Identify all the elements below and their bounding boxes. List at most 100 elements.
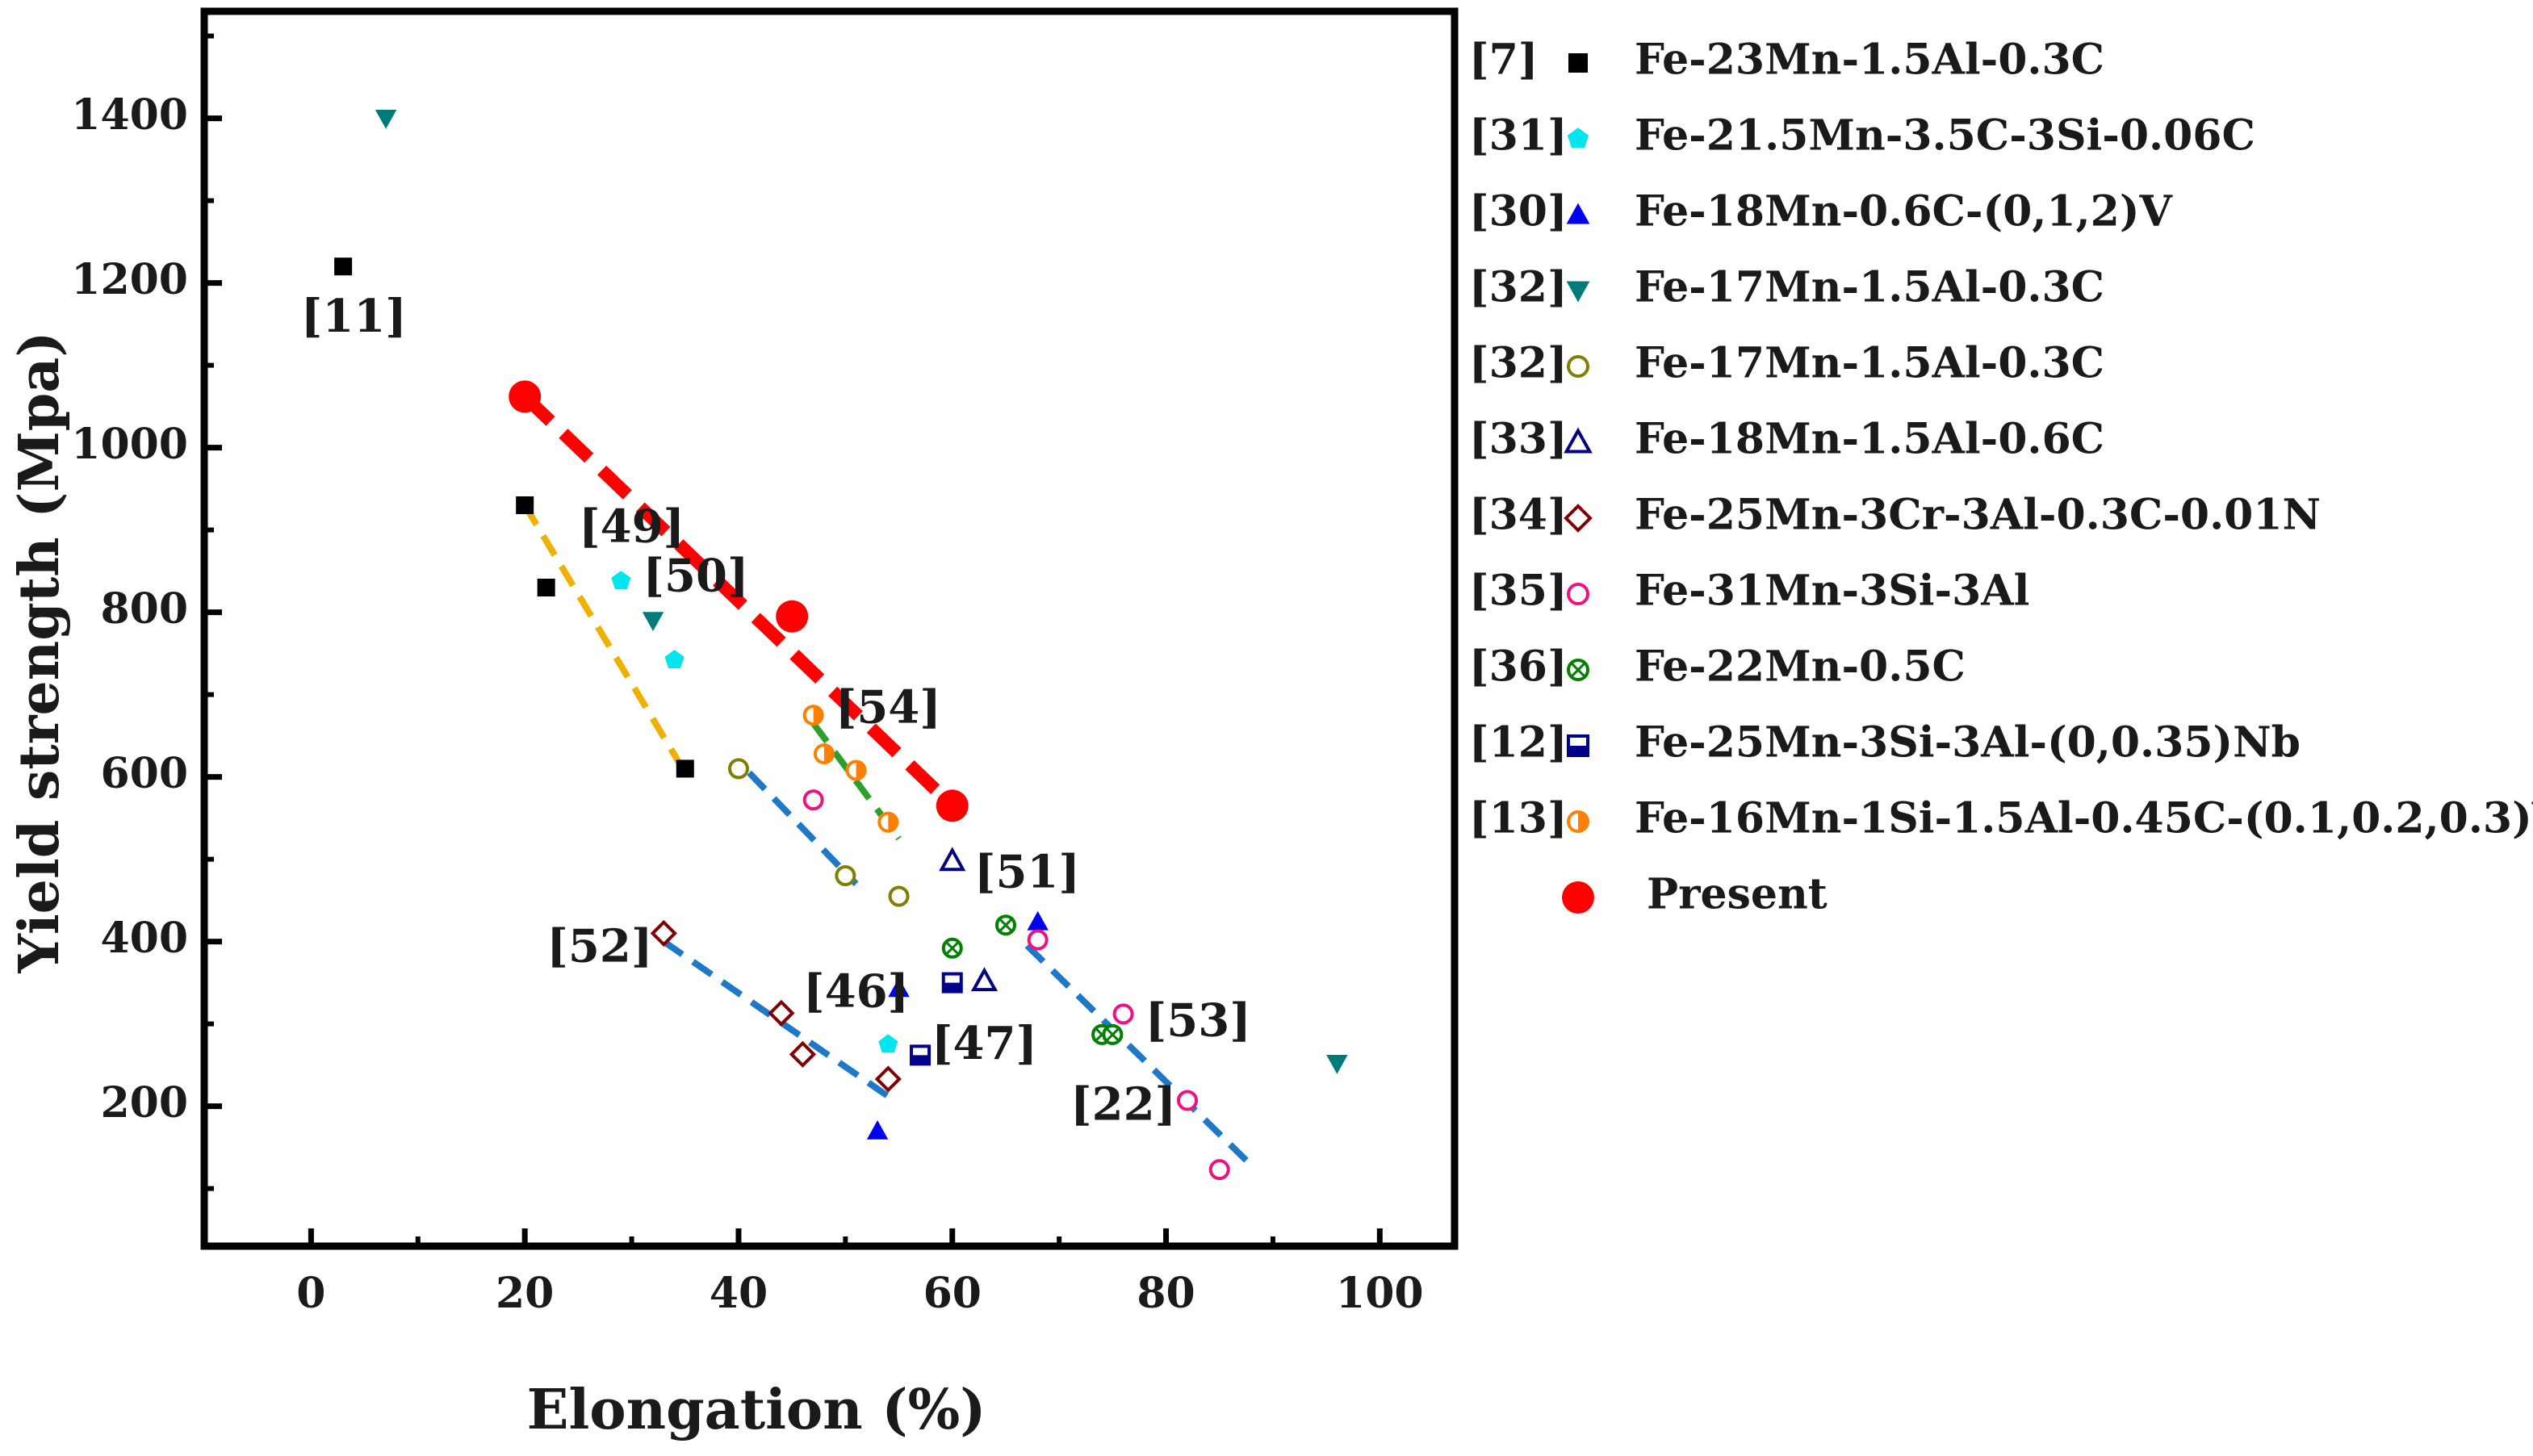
legend-ref: [35] — [1469, 567, 1568, 616]
legend-item-6: [33] Fe-18Mn-1.5Al-0.6C — [1469, 415, 2104, 464]
legend-item-2: [31] Fe-21.5Mn-3.5C-3Si-0.06C — [1469, 111, 2255, 161]
reference-annotations: [11] [49][50] [54] [51] [52] [46] [47] [53] [22] — [301, 290, 1251, 1131]
x-tick-label-0: 0 — [296, 1269, 325, 1318]
data-points — [334, 110, 1348, 1181]
x-tick-label-80: 80 — [1137, 1269, 1195, 1318]
data-point-s10-2 — [941, 972, 963, 994]
annotation-label-3: [50] — [643, 549, 749, 602]
legend-item-3: [30] Fe-18Mn-0.6C-(0,1,2)V — [1469, 187, 2173, 236]
data-point-s5-3 — [888, 885, 910, 907]
legend-marker — [1567, 734, 1589, 757]
legend-label: Fe-16Mn-1Si-1.5Al-0.45C-(0.1,0.2,0.3)V — [1635, 794, 2533, 843]
data-point-s8-1 — [802, 789, 824, 811]
data-point-s6-2 — [970, 967, 999, 992]
legend-marker — [1567, 128, 1589, 149]
data-point-s5-2 — [835, 865, 856, 886]
data-point-s9-4 — [1102, 1023, 1124, 1045]
data-point-s4-3 — [1326, 1055, 1348, 1074]
legend-marker — [1567, 355, 1589, 378]
legend-item-12: Present — [1562, 870, 1828, 919]
data-point-s2-3 — [878, 1034, 898, 1053]
legend-item-11: [13] Fe-16Mn-1Si-1.5Al-0.45C-(0.1,0.2,0.3… — [1469, 794, 2533, 843]
legend-item-7: [34] Fe-25Mn-3Cr-3Al-0.3C-0.01N — [1469, 491, 2321, 540]
legend-marker — [1566, 203, 1590, 224]
legend-item-8: [35] Fe-31Mn-3Si-3Al — [1469, 567, 2029, 616]
legend-label: Fe-18Mn-1.5Al-0.6C — [1635, 415, 2104, 464]
legend-ref: [32] — [1469, 339, 1568, 388]
data-point-s3-1 — [866, 1120, 889, 1140]
y-tick-label-1400: 1400 — [71, 90, 188, 140]
data-point-s8-4 — [1177, 1090, 1199, 1111]
trend-line-1 — [520, 391, 957, 811]
legend-ref: [7] — [1469, 36, 1538, 85]
trend-line-2 — [521, 503, 689, 775]
legend-marker — [1562, 881, 1594, 914]
legend-item-5: [32] Fe-17Mn-1.5Al-0.3C — [1469, 339, 2104, 388]
annotation-label-6: [52] — [546, 919, 652, 973]
legend-ref: [34] — [1469, 491, 1568, 540]
y-tick-label-600: 600 — [100, 749, 188, 798]
legend-ref: [32] — [1469, 263, 1568, 312]
legend-item-9: [36] Fe-22Mn-0.5C — [1469, 642, 1966, 692]
data-point-s8-2 — [1027, 929, 1049, 951]
data-point-s12-3 — [936, 789, 969, 822]
legend-label: Fe-17Mn-1.5Al-0.3C — [1635, 263, 2104, 312]
data-point-s11-1 — [802, 705, 824, 726]
data-point-s10-1 — [910, 1044, 932, 1066]
data-point-s1-4 — [676, 759, 694, 778]
legend-marker — [1564, 504, 1593, 533]
annotation-label-8: [47] — [932, 1017, 1037, 1070]
legend-marker — [1567, 659, 1589, 681]
data-point-s11-3 — [845, 759, 867, 781]
data-point-s1-3 — [537, 579, 555, 596]
legend-label: Present — [1647, 870, 1828, 919]
y-tick-label-1000: 1000 — [71, 420, 188, 469]
legend-item-10: [12] Fe-25Mn-3Si-3Al-(0,0.35)Nb — [1469, 718, 2301, 768]
data-point-s8-3 — [1112, 1003, 1134, 1025]
y-axis-title: Yield strength (Mpa) — [7, 331, 72, 973]
annotation-label-2: [49] — [579, 500, 685, 553]
x-tick-label-60: 60 — [923, 1269, 982, 1318]
annotation-label-10: [22] — [1070, 1077, 1176, 1131]
legend-ref: [12] — [1469, 718, 1568, 768]
data-point-s9-1 — [941, 937, 963, 959]
annotation-label-1: [11] — [301, 290, 407, 343]
legend-label: Fe-31Mn-3Si-3Al — [1635, 567, 2029, 616]
legend-item-4: [32] Fe-17Mn-1.5Al-0.3C — [1469, 263, 2104, 312]
data-point-s7-3 — [789, 1040, 816, 1068]
annotation-label-9: [53] — [1145, 994, 1251, 1047]
legend-marker — [1564, 427, 1593, 454]
data-point-s7-4 — [874, 1065, 902, 1093]
legend-label: Fe-22Mn-0.5C — [1635, 642, 1966, 692]
trend-line-3 — [747, 770, 859, 886]
annotation-label-4: [54] — [835, 681, 941, 734]
legend-marker — [1566, 281, 1590, 303]
data-point-s6-1 — [939, 847, 966, 872]
data-point-s3-2 — [888, 977, 910, 998]
legend-marker — [1567, 810, 1589, 833]
data-point-s1-2 — [516, 496, 534, 514]
trend-line-6 — [1024, 943, 1254, 1168]
legend-ref: [31] — [1469, 111, 1568, 161]
data-point-s7-2 — [768, 999, 795, 1027]
data-point-s3-3 — [1027, 910, 1049, 931]
data-point-s9-2 — [994, 914, 1016, 936]
legend-label: Fe-25Mn-3Si-3Al-(0,0.35)Nb — [1635, 718, 2301, 768]
plot-frame — [200, 7, 1459, 1250]
legend-ref: [30] — [1469, 187, 1568, 236]
y-tick-label-200: 200 — [100, 1078, 188, 1128]
y-tick-label-400: 400 — [100, 914, 188, 963]
x-axis-title: Elongation (%) — [527, 1378, 986, 1442]
data-point-s4-2 — [642, 612, 664, 631]
data-point-s8-5 — [1208, 1159, 1230, 1181]
data-point-s11-2 — [813, 743, 835, 765]
data-point-s7-1 — [650, 919, 677, 947]
data-point-s2-1 — [611, 571, 631, 590]
data-point-s1-1 — [334, 257, 353, 276]
data-point-s11-4 — [877, 811, 899, 833]
legend-label: Fe-18Mn-0.6C-(0,1,2)V — [1635, 187, 2173, 236]
y-tick-label-1200: 1200 — [71, 255, 188, 304]
annotation-label-5: [51] — [974, 846, 1080, 899]
